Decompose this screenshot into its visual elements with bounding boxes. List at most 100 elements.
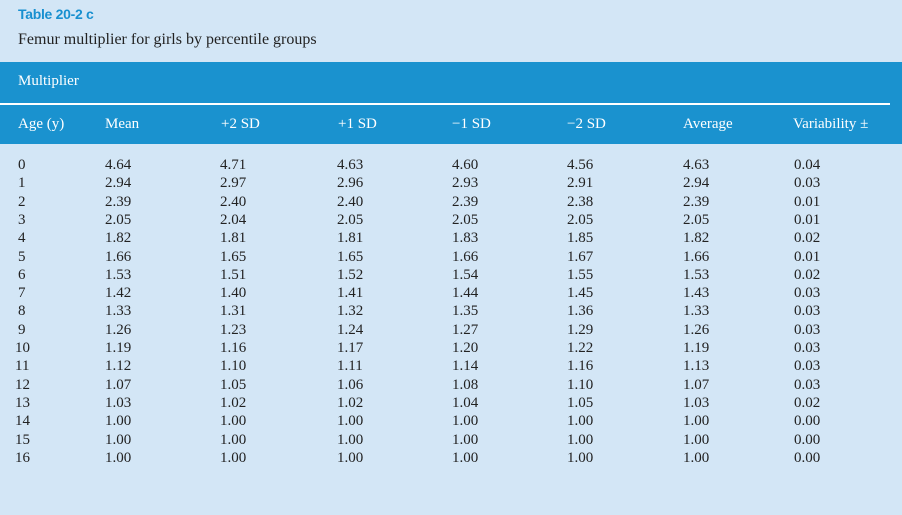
cell-average: 1.07 [683,376,710,393]
cell-average: 1.00 [683,431,710,448]
cell-minus1sd: 1.00 [452,449,479,466]
cell-age: 4 [18,230,26,247]
cell-age: 11 [15,358,30,375]
column-header-plus1sd: +1 SD [338,116,377,132]
column-header-variability: Variability ± [793,116,869,132]
cell-age: 12 [15,376,30,393]
cell-plus2sd: 2.97 [220,175,247,192]
cell-average: 2.39 [683,193,710,210]
cell-age: 13 [15,394,30,411]
cell-plus1sd: 2.40 [337,193,364,210]
cell-plus1sd: 1.02 [337,394,364,411]
cell-minus2sd: 1.45 [567,285,594,302]
cell-minus1sd: 1.27 [452,321,479,338]
cell-age: 5 [18,248,26,265]
cell-variability: 0.03 [794,175,821,192]
cell-plus1sd: 1.00 [337,413,364,430]
cell-minus1sd: 1.14 [452,358,479,375]
cell-mean: 1.33 [105,303,132,320]
cell-minus2sd: 1.16 [567,358,594,375]
cell-plus2sd: 1.00 [220,449,247,466]
header-divider [0,103,890,105]
cell-plus2sd: 1.05 [220,376,247,393]
cell-variability: 0.03 [794,303,821,320]
cell-variability: 0.02 [794,394,821,411]
column-header-average: Average [683,116,733,132]
table-row: 9 1.26 1.23 1.24 1.27 1.29 1.26 0.03 [0,322,902,340]
cell-mean: 2.94 [105,175,132,192]
cell-mean: 1.07 [105,376,132,393]
cell-minus1sd: 2.93 [452,175,479,192]
cell-plus2sd: 1.23 [220,321,247,338]
cell-average: 1.19 [683,340,710,356]
group-header: Multiplier [18,73,79,89]
cell-age: 10 [15,340,30,356]
table-row: 3 2.05 2.04 2.05 2.05 2.05 2.05 0.01 [0,212,902,230]
cell-plus2sd: 2.40 [220,193,247,210]
cell-minus1sd: 1.04 [452,394,479,411]
cell-mean: 1.00 [105,431,132,448]
cell-mean: 1.26 [105,321,132,338]
cell-plus2sd: 1.02 [220,394,247,411]
cell-average: 2.94 [683,175,710,192]
table-row: 4 1.82 1.81 1.81 1.83 1.85 1.82 0.02 [0,230,902,248]
cell-average: 1.03 [683,394,710,411]
cell-variability: 0.03 [794,340,821,356]
cell-average: 2.05 [683,211,710,228]
table-row: 15 1.00 1.00 1.00 1.00 1.00 1.00 0.00 [0,432,902,450]
cell-age: 0 [18,157,26,173]
cell-plus1sd: 2.05 [337,211,364,228]
cell-minus1sd: 1.00 [452,431,479,448]
cell-minus2sd: 1.00 [567,449,594,466]
cell-age: 16 [15,449,30,466]
cell-minus1sd: 1.00 [452,413,479,430]
table-row: 14 1.00 1.00 1.00 1.00 1.00 1.00 0.00 [0,413,902,431]
column-header-plus2sd: +2 SD [221,116,260,132]
cell-variability: 0.00 [794,413,821,430]
cell-minus2sd: 2.38 [567,193,594,210]
cell-minus2sd: 1.85 [567,230,594,247]
cell-minus2sd: 2.91 [567,175,594,192]
cell-minus1sd: 1.54 [452,266,479,283]
cell-average: 4.63 [683,157,710,173]
cell-plus2sd: 1.40 [220,285,247,302]
cell-minus2sd: 4.56 [567,157,594,173]
cell-minus2sd: 1.05 [567,394,594,411]
cell-plus1sd: 1.81 [337,230,364,247]
column-header-minus1sd: −1 SD [452,116,491,132]
cell-minus2sd: 1.29 [567,321,594,338]
table-label: Table 20-2 c [18,6,94,22]
cell-variability: 0.03 [794,285,821,302]
cell-mean: 1.00 [105,449,132,466]
cell-plus2sd: 1.81 [220,230,247,247]
cell-variability: 0.03 [794,321,821,338]
table-row: 10 1.19 1.16 1.17 1.20 1.22 1.19 0.03 [0,340,902,358]
cell-variability: 0.01 [794,193,821,210]
cell-minus2sd: 1.22 [567,340,594,356]
cell-variability: 0.01 [794,211,821,228]
table-row: 2 2.39 2.40 2.40 2.39 2.38 2.39 0.01 [0,194,902,212]
cell-minus1sd: 1.83 [452,230,479,247]
cell-age: 1 [18,175,26,192]
cell-minus2sd: 1.00 [567,431,594,448]
cell-plus1sd: 4.63 [337,157,364,173]
cell-mean: 4.64 [105,157,132,173]
cell-age: 2 [18,193,26,210]
cell-average: 1.43 [683,285,710,302]
cell-variability: 0.02 [794,266,821,283]
column-header-age: Age (y) [18,116,65,132]
cell-plus1sd: 1.52 [337,266,364,283]
cell-plus2sd: 1.31 [220,303,247,320]
table-row: 16 1.00 1.00 1.00 1.00 1.00 1.00 0.00 [0,450,902,468]
cell-mean: 1.12 [105,358,132,375]
cell-variability: 0.03 [794,358,821,375]
cell-average: 1.00 [683,449,710,466]
cell-average: 1.53 [683,266,710,283]
cell-age: 8 [18,303,26,320]
cell-plus1sd: 1.00 [337,449,364,466]
cell-minus1sd: 4.60 [452,157,479,173]
cell-minus1sd: 1.44 [452,285,479,302]
cell-age: 9 [18,321,26,338]
cell-mean: 1.19 [105,340,132,356]
cell-plus2sd: 1.65 [220,248,247,265]
